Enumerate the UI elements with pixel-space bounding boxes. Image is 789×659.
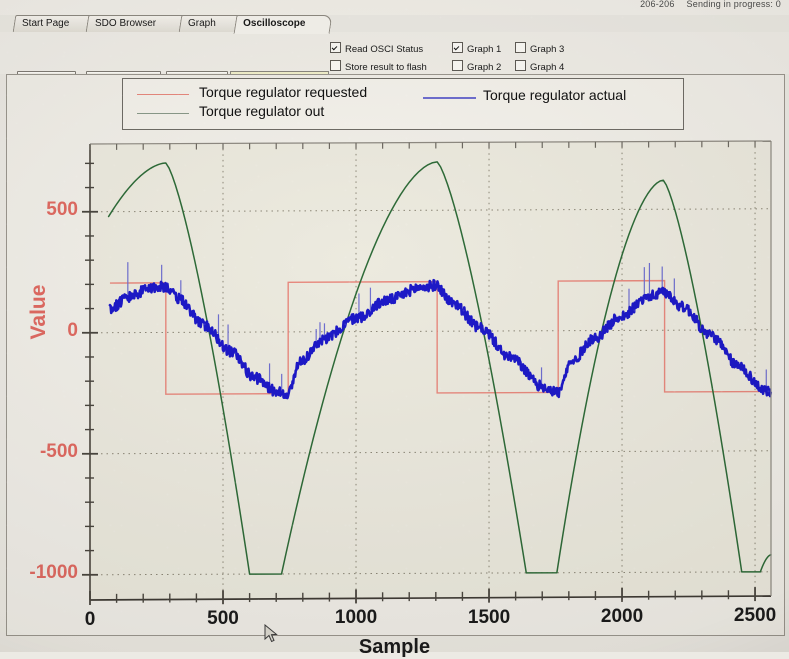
tab-label: SDO Browser xyxy=(95,18,157,29)
x-axis-title: Sample xyxy=(358,636,431,658)
tab-bar: Start Page SDO Browser Graph Oscilloscope xyxy=(0,14,789,34)
x-tick-label: 2000 xyxy=(600,605,644,627)
legend-label-actual: Torque regulator actual xyxy=(483,87,627,103)
legend-swatch-requested xyxy=(137,94,189,95)
checkbox-label: Graph 1 xyxy=(467,44,502,55)
top-status-strip: 206-206 Sending in progress: 0 xyxy=(0,0,789,15)
checkbox-box[interactable] xyxy=(330,42,341,53)
oscilloscope-chart xyxy=(82,140,773,605)
checkbox-box[interactable] xyxy=(515,60,526,71)
mouse-cursor xyxy=(264,624,278,643)
status-text: 206-206 Sending in progress: 0 xyxy=(640,0,781,9)
tab-oscilloscope[interactable]: Oscilloscope xyxy=(233,15,333,34)
checkbox-label: Graph 3 xyxy=(530,44,565,55)
y-tick-label: -500 xyxy=(39,440,78,462)
checkbox-graph-3[interactable]: Graph 3 xyxy=(515,42,564,56)
checkbox-box[interactable] xyxy=(330,60,341,71)
x-tick-label: 500 xyxy=(207,608,239,630)
checkbox-read-osci-status[interactable]: Read OSCI Status xyxy=(330,42,423,56)
plot-top-border xyxy=(89,140,772,145)
y-gridline xyxy=(89,329,772,334)
tab-start-page[interactable]: Start Page xyxy=(12,15,98,32)
legend-label-requested: Torque regulator requested xyxy=(199,84,368,100)
y-gridline xyxy=(89,571,772,576)
x-tick-label: 2500 xyxy=(733,605,777,627)
checkbox-store-result-to-flash[interactable]: Store result to flash xyxy=(330,60,427,74)
x-tick-label: 0 xyxy=(84,609,96,630)
x-tick-label: 1000 xyxy=(334,607,378,629)
checkbox-graph-1[interactable]: Graph 1 xyxy=(452,42,501,56)
tab-sdo-browser[interactable]: SDO Browser xyxy=(85,15,191,32)
oscilloscope-plot-panel: 500 0 -500 -1000 0 500 1000 1500 2000 2500 xyxy=(6,74,785,636)
checkbox-graph-4[interactable]: Graph 4 xyxy=(515,60,564,74)
x-axis-line xyxy=(89,595,772,601)
device-id-text: 206-206 xyxy=(640,0,675,9)
legend-swatch-actual xyxy=(423,97,476,99)
toolbar: Run Stop Continue Stopped Get data Read … xyxy=(0,32,789,102)
tab-label: Oscilloscope xyxy=(243,18,306,29)
y-tick-label: -1000 xyxy=(29,561,78,583)
y-gridline xyxy=(89,208,772,213)
y-axis-title: Value xyxy=(27,284,50,340)
checkbox-box[interactable] xyxy=(515,42,526,53)
checkbox-label: Store result to flash xyxy=(345,62,427,73)
checkbox-label: Read OSCI Status xyxy=(345,44,424,55)
tab-label: Start Page xyxy=(22,18,70,29)
sending-progress-text: Sending in progress: 0 xyxy=(686,0,781,9)
legend-label-out: Torque regulator out xyxy=(199,103,325,119)
plot-background xyxy=(90,141,771,600)
checkbox-box[interactable] xyxy=(452,42,463,53)
checkbox-graph-2[interactable]: Graph 2 xyxy=(452,60,501,74)
series-torque-regulator-actual xyxy=(108,278,773,400)
checkbox-box[interactable] xyxy=(452,60,463,71)
y-gridline xyxy=(89,450,772,455)
y-tick-label: 500 xyxy=(46,198,78,220)
x-tick-label: 1500 xyxy=(467,606,511,628)
series-torque-regulator-requested xyxy=(109,279,772,395)
checkbox-label: Graph 2 xyxy=(467,62,502,73)
legend-swatch-out xyxy=(137,113,189,114)
tab-label: Graph xyxy=(188,18,216,29)
y-tick-label: 0 xyxy=(67,319,78,341)
chart-legend: Torque regulator requested Torque regula… xyxy=(122,78,684,130)
checkbox-label: Graph 4 xyxy=(530,62,565,73)
